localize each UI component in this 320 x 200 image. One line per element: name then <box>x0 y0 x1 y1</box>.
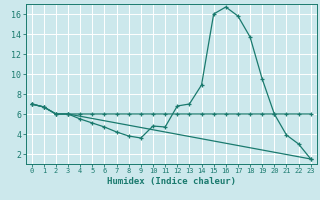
X-axis label: Humidex (Indice chaleur): Humidex (Indice chaleur) <box>107 177 236 186</box>
